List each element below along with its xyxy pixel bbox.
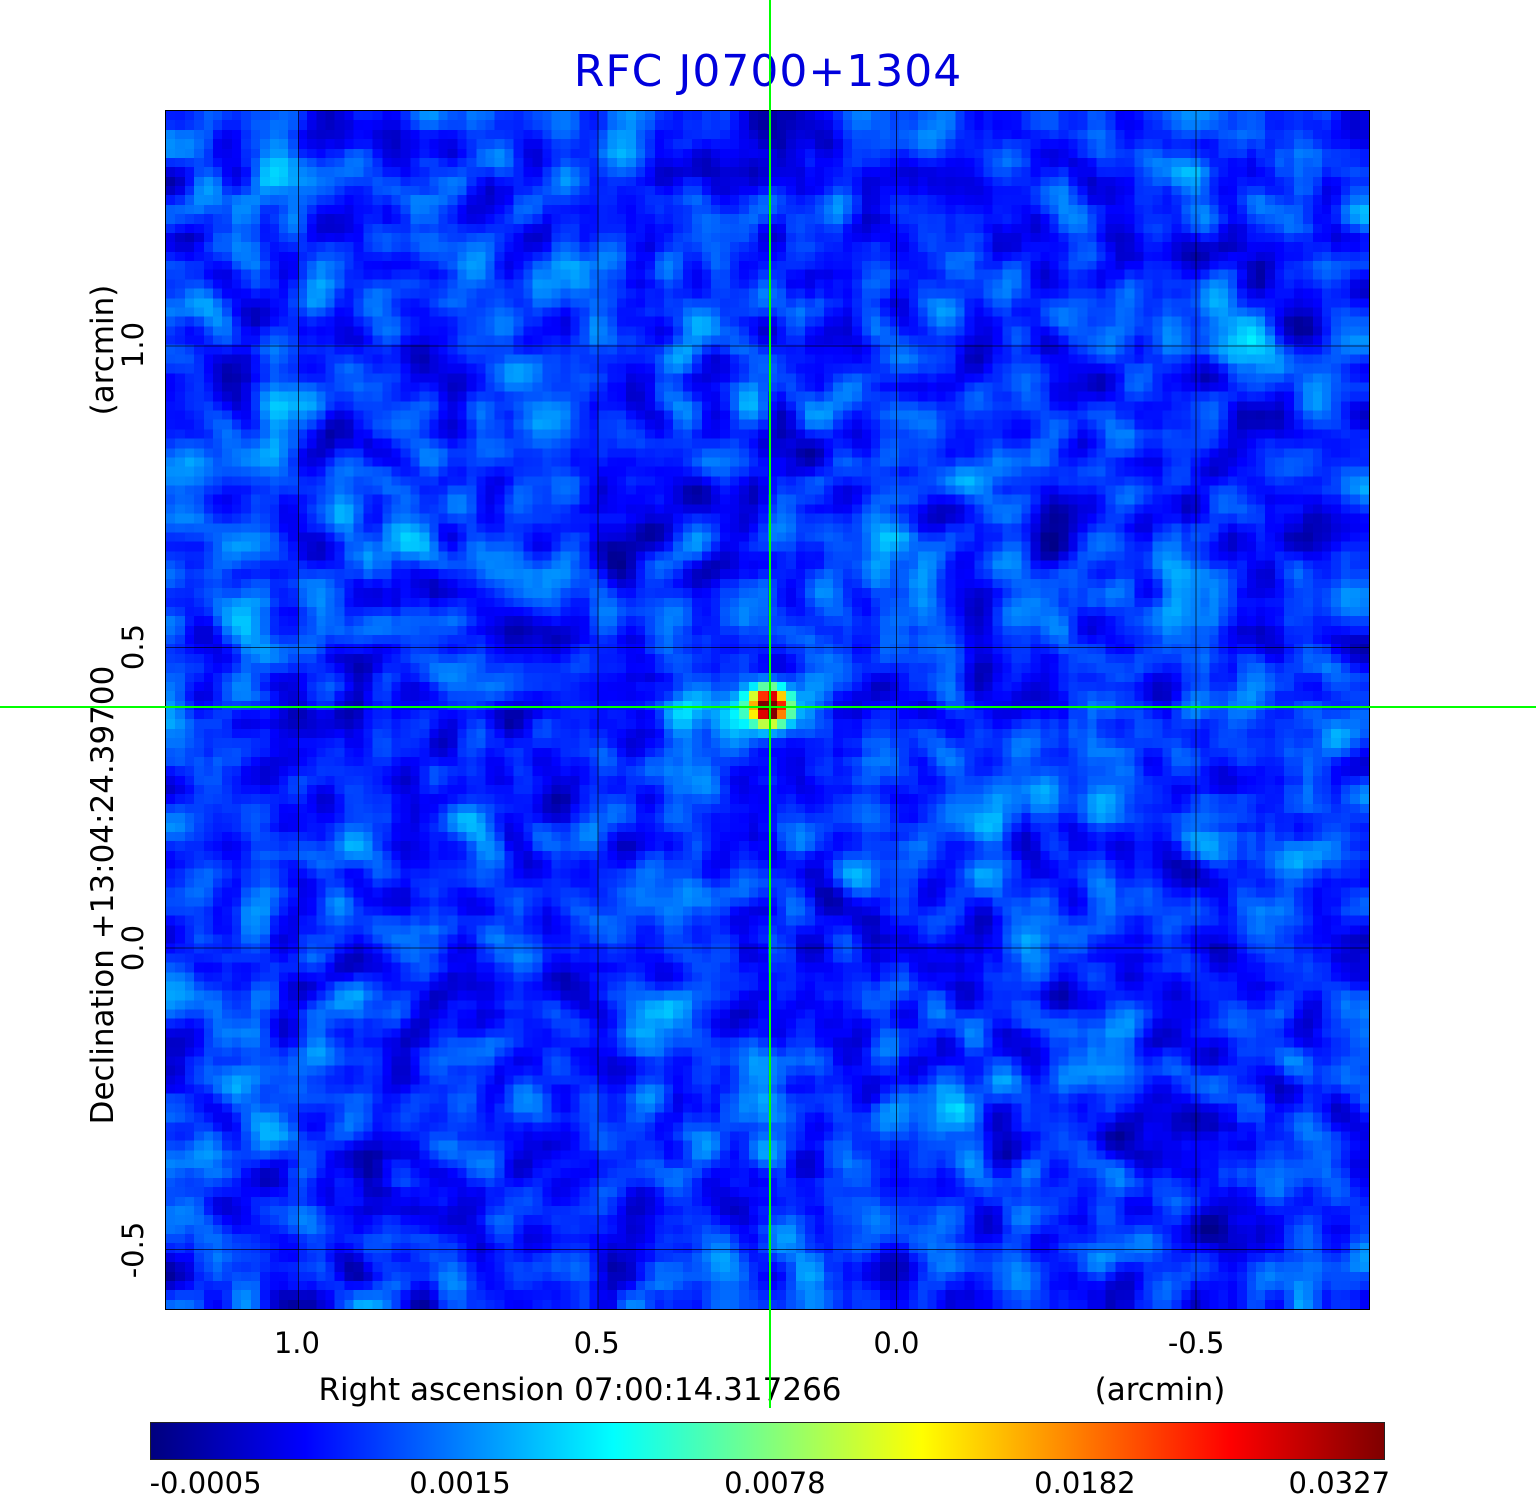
source-crosshair-horizontal-line	[0, 705, 1536, 708]
y-axis-tick-label: 1.0	[116, 322, 150, 369]
sky-map-heatmap-canvas	[166, 111, 1369, 1309]
colorbar-tick-label: -0.0005	[149, 1466, 262, 1500]
x-axis-tick-label: 1.0	[273, 1326, 320, 1360]
sky-map-plot	[165, 110, 1370, 1310]
x-axis-label: Right ascension 07:00:14.317266	[318, 1372, 842, 1408]
intensity-colorbar	[150, 1422, 1385, 1460]
x-axis-tick-label: -0.5	[1167, 1326, 1225, 1360]
colorbar-tick-label: 0.0182	[1034, 1466, 1136, 1500]
x-axis-unit-label: (arcmin)	[1094, 1372, 1226, 1408]
x-axis-tick-label: 0.5	[573, 1326, 620, 1360]
y-axis-tick-label: -0.5	[116, 1221, 150, 1278]
x-axis-tick-label: 0.0	[873, 1326, 920, 1360]
colorbar-tick-label: 0.0015	[409, 1466, 511, 1500]
colorbar-tick-label: 0.0327	[1288, 1466, 1391, 1500]
y-axis-tick-label: 0.0	[116, 925, 150, 972]
figure-title: RFC J0700+1304	[573, 46, 963, 97]
y-axis-label: Declination +13:04:24.39700	[85, 665, 121, 1125]
colorbar-tick-label: 0.0078	[724, 1466, 826, 1500]
y-axis-tick-label: 0.5	[116, 623, 150, 670]
source-crosshair-vertical-line	[769, 0, 772, 1408]
